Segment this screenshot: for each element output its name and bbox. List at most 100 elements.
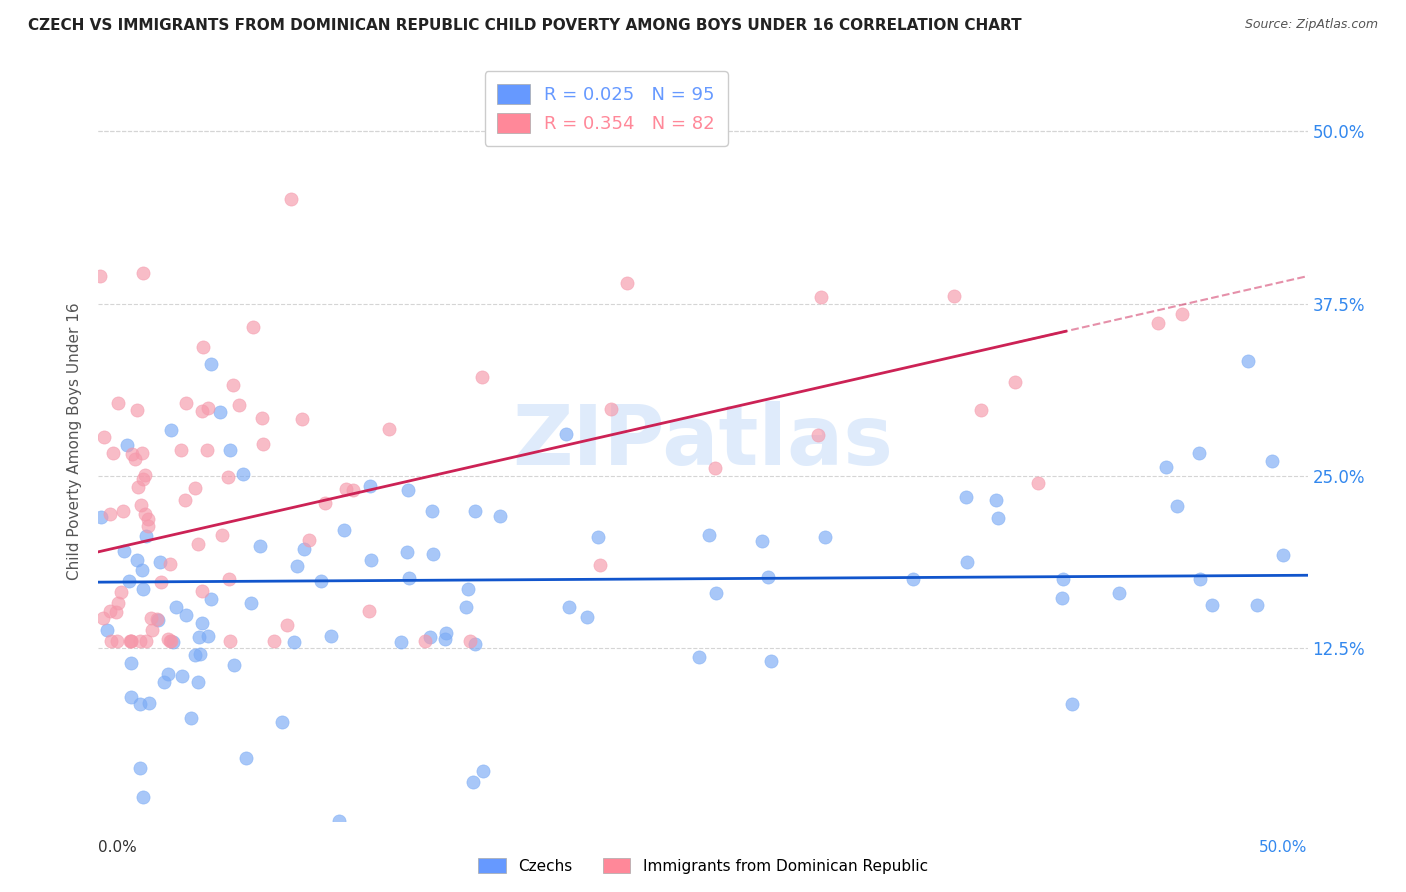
Point xyxy=(270,714,292,729)
Point xyxy=(136,519,159,533)
Point xyxy=(132,789,155,804)
Point xyxy=(422,547,444,561)
Point xyxy=(1147,317,1170,331)
Point xyxy=(93,430,115,444)
Point xyxy=(398,571,420,585)
Point xyxy=(396,483,419,498)
Point xyxy=(105,634,128,648)
Point xyxy=(129,498,152,512)
Point xyxy=(159,634,181,648)
Legend: R = 0.025   N = 95, R = 0.354   N = 82: R = 0.025 N = 95, R = 0.354 N = 82 xyxy=(485,71,728,145)
Point xyxy=(970,403,993,417)
Point xyxy=(1272,548,1295,562)
Point xyxy=(132,266,155,280)
Point xyxy=(589,558,612,573)
Point xyxy=(292,542,315,557)
Point xyxy=(433,632,456,646)
Point xyxy=(1004,376,1026,390)
Point xyxy=(191,584,214,599)
Point xyxy=(600,402,623,417)
Point xyxy=(1237,354,1260,368)
Point xyxy=(128,697,150,711)
Point xyxy=(688,649,710,664)
Point xyxy=(100,634,122,648)
Point xyxy=(311,574,333,588)
Point xyxy=(357,604,380,618)
Point xyxy=(159,634,181,648)
Point xyxy=(360,553,382,567)
Point xyxy=(703,461,725,475)
Point xyxy=(557,600,579,615)
Point xyxy=(1052,572,1074,586)
Point xyxy=(276,617,298,632)
Point xyxy=(134,467,156,482)
Point xyxy=(458,634,481,648)
Point xyxy=(807,428,830,442)
Point xyxy=(115,438,138,452)
Point xyxy=(200,592,222,607)
Point xyxy=(1154,460,1177,475)
Point xyxy=(235,750,257,764)
Point xyxy=(120,690,142,705)
Point xyxy=(335,483,357,497)
Point xyxy=(152,675,174,690)
Point xyxy=(955,490,977,504)
Point xyxy=(195,443,218,458)
Point xyxy=(160,423,183,437)
Point xyxy=(1201,598,1223,612)
Point xyxy=(1052,591,1074,605)
Text: Source: ZipAtlas.com: Source: ZipAtlas.com xyxy=(1244,18,1378,31)
Point xyxy=(319,629,342,643)
Point xyxy=(250,410,273,425)
Point xyxy=(901,572,924,586)
Point xyxy=(228,398,250,412)
Point xyxy=(132,582,155,596)
Point xyxy=(704,586,727,600)
Point xyxy=(389,634,412,648)
Point xyxy=(146,613,169,627)
Point xyxy=(120,634,142,648)
Point xyxy=(463,775,485,789)
Point xyxy=(1026,476,1049,491)
Point xyxy=(252,436,274,450)
Text: ZIPatlas: ZIPatlas xyxy=(513,401,893,482)
Point xyxy=(90,509,112,524)
Point xyxy=(298,533,321,547)
Point xyxy=(200,358,222,372)
Point xyxy=(759,654,782,668)
Point xyxy=(1246,599,1268,613)
Point xyxy=(135,634,157,648)
Point xyxy=(187,674,209,689)
Point xyxy=(218,572,240,586)
Point xyxy=(172,669,194,683)
Point xyxy=(118,574,141,588)
Point xyxy=(129,761,152,775)
Point xyxy=(576,610,599,624)
Point xyxy=(141,623,163,637)
Point xyxy=(91,611,114,625)
Point xyxy=(191,615,214,630)
Point xyxy=(218,634,240,648)
Point xyxy=(159,558,181,572)
Point xyxy=(283,635,305,649)
Point xyxy=(174,396,197,410)
Point xyxy=(415,634,437,648)
Point xyxy=(249,540,271,554)
Point xyxy=(434,626,457,640)
Point xyxy=(489,509,512,524)
Point xyxy=(395,545,418,559)
Point xyxy=(222,657,245,672)
Text: 50.0%: 50.0% xyxy=(1260,839,1308,855)
Point xyxy=(217,470,239,484)
Point xyxy=(120,634,142,648)
Point xyxy=(1060,698,1083,712)
Point xyxy=(170,443,193,458)
Point xyxy=(174,608,197,623)
Point xyxy=(197,401,219,416)
Point xyxy=(146,612,169,626)
Point xyxy=(156,666,179,681)
Point xyxy=(191,404,214,418)
Point xyxy=(121,447,143,461)
Point xyxy=(697,527,720,541)
Point xyxy=(333,524,356,538)
